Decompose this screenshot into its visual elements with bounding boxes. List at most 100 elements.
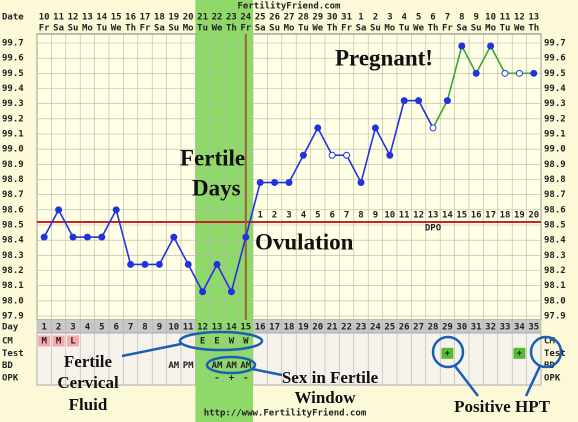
annotation: Pregnant!: [335, 45, 433, 70]
dpo-label: 4: [301, 211, 307, 221]
weekday-label: Su: [370, 24, 381, 34]
weekday-label: Mo: [485, 24, 496, 34]
weekday-label: Mo: [284, 24, 295, 34]
dpo-label: 16: [471, 211, 482, 221]
date-label: 22: [212, 13, 223, 23]
y-tick-label: 99.7: [544, 39, 566, 49]
weekday-label: Mo: [82, 24, 93, 34]
row-entry: -: [214, 373, 219, 383]
date-label: 28: [298, 13, 309, 23]
date-label: 12: [68, 13, 79, 23]
row-entry: M: [41, 337, 47, 347]
annotation: Window: [294, 388, 356, 407]
temp-segment: [374, 127, 391, 156]
x-tick-label: 15: [240, 323, 251, 333]
weekday-label: Fr: [240, 24, 251, 34]
y-tick-label: 98.0: [544, 296, 566, 306]
y-tick-label: 98.4: [544, 236, 566, 246]
weekday-label: Th: [428, 24, 439, 34]
dpo-label: 9: [373, 211, 378, 221]
date-label: 9: [473, 13, 478, 23]
temp-segment: [360, 127, 377, 183]
footer-url: http://www.FertilityFriend.com: [204, 408, 367, 419]
dpo-label: 19: [514, 211, 525, 221]
dpo-label: 13: [428, 211, 439, 221]
weekday-label: Fr: [442, 24, 453, 34]
date-label: 5: [416, 13, 421, 23]
weekday-label: Su: [168, 24, 179, 34]
weekday-label: Su: [68, 24, 79, 34]
x-tick-label: 2: [56, 323, 61, 333]
temp-point: [357, 179, 365, 187]
annotation: Ovulation: [255, 229, 354, 254]
row-entry: AM: [240, 361, 251, 371]
temp-segment: [446, 45, 463, 101]
annotation: Fertile: [180, 145, 245, 170]
x-tick-label: 14: [226, 323, 237, 333]
temp-point: [515, 69, 523, 77]
callout-line: [524, 365, 542, 397]
date-label: 3: [387, 13, 392, 23]
x-tick-label: 26: [399, 323, 410, 333]
x-tick-label: 16: [255, 323, 266, 333]
x-tick-label: 29: [442, 323, 453, 333]
date-label: 11: [500, 13, 511, 23]
dpo-label: 17: [485, 211, 496, 221]
date-label: 15: [111, 13, 122, 23]
x-tick-label: 25: [384, 323, 395, 333]
date-label: 12: [514, 13, 525, 23]
row-entry: E: [200, 337, 205, 347]
date-label: 10: [485, 13, 496, 23]
weekday-label: Sa: [456, 24, 467, 34]
row-label: CM: [2, 337, 13, 347]
dpo-label: 8: [358, 211, 363, 221]
callout-ellipse: [205, 355, 257, 375]
temp-point: [530, 69, 538, 77]
weekday-label: Fr: [341, 24, 352, 34]
y-tick-label: 98.6: [544, 205, 566, 215]
dpo-label: 15: [456, 211, 467, 221]
y-tick-label: 99.7: [2, 39, 24, 49]
temp-point: [487, 42, 495, 50]
y-tick-label: 99.5: [544, 69, 566, 79]
row-entry: AM: [168, 361, 179, 371]
y-tick-label: 98.5: [2, 221, 24, 231]
temp-point: [271, 179, 279, 187]
temp-segment: [158, 236, 175, 265]
cell-highlight: [38, 335, 51, 347]
x-tick-label: 4: [85, 323, 91, 333]
x-tick-label: 33: [500, 323, 511, 333]
temp-point: [458, 42, 466, 50]
temp-segment: [302, 127, 319, 156]
y-tick-label: 98.4: [2, 236, 24, 246]
y-tick-label: 98.3: [2, 251, 24, 261]
x-tick-label: 35: [528, 323, 539, 333]
temp-point: [184, 260, 192, 268]
date-label: 30: [327, 13, 338, 23]
row-entry: W: [229, 337, 235, 347]
y-tick-label: 99.5: [2, 69, 24, 79]
annotation: Days: [192, 175, 241, 200]
row-label: Test: [544, 349, 566, 359]
y-tick-label: 99.3: [2, 99, 24, 109]
x-tick-label: 30: [456, 323, 467, 333]
temp-segment: [43, 209, 60, 238]
weekday-label: Su: [269, 24, 280, 34]
annotation: Fluid: [69, 395, 108, 414]
date-label: 11: [53, 13, 64, 23]
row-entry: E: [214, 337, 219, 347]
dpo-label: 10: [384, 211, 395, 221]
temp-point: [242, 233, 250, 241]
temp-segment: [417, 100, 434, 129]
date-label: 20: [183, 13, 194, 23]
row-label: Date: [2, 13, 24, 23]
callout-ellipse: [431, 335, 465, 369]
temp-segment: [475, 45, 492, 74]
date-label: 31: [341, 13, 352, 23]
date-label: 10: [39, 13, 50, 23]
y-tick-label: 98.0: [2, 296, 24, 306]
row-entry: M: [56, 337, 62, 347]
x-tick-label: 8: [142, 323, 147, 333]
date-label: 1: [358, 13, 363, 23]
